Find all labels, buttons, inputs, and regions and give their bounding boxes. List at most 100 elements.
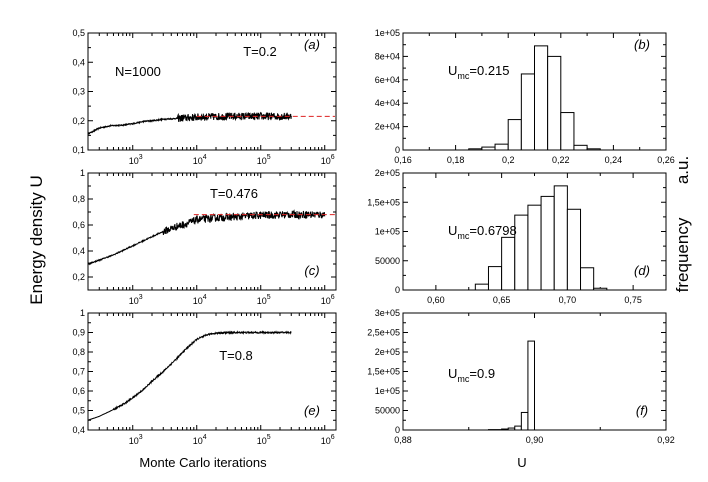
x-tick-label: 0,2 [502, 155, 515, 165]
y-tick-label: 0,5 [72, 28, 85, 38]
x-tick-label: 0,60 [427, 295, 445, 305]
left-ylabel: Energy density U [27, 175, 46, 304]
y-tick-label: 1 [80, 168, 85, 178]
histogram-bar [481, 146, 496, 151]
histogram-bar [468, 148, 483, 151]
histogram-bar [560, 112, 575, 151]
x-tick-label: 103 [129, 434, 143, 446]
x-tick-label: 103 [129, 294, 143, 306]
annotation-text: N=1000 [115, 64, 161, 79]
y-tick-label: 0,1 [72, 145, 85, 155]
x-tick-label: 105 [257, 294, 271, 306]
panel-label: (f) [636, 403, 648, 418]
histogram-bar [487, 266, 503, 291]
y-tick-label: 2e+05 [375, 347, 400, 357]
y-tick-label: 0,8 [72, 347, 85, 357]
y-tick-label: 0,4 [72, 246, 85, 256]
umc-annotation: Umc=0.215 [448, 63, 510, 81]
y-tick-label: 1e+05 [375, 386, 400, 396]
panel-label: (b) [634, 37, 650, 52]
x-tick-label: 105 [257, 434, 271, 446]
x-tick-label: 0,65 [493, 295, 511, 305]
x-tick-label: 0,26 [657, 155, 675, 165]
y-tick-label: 2e+05 [375, 168, 400, 178]
histogram-bar [540, 195, 555, 291]
histogram-bar [507, 119, 522, 151]
umc-annotation: Umc=0.9 [448, 366, 495, 384]
x-tick-label: 104 [193, 434, 207, 446]
annotation-text: T=0.8 [219, 348, 253, 363]
y-tick-label: 0,6 [72, 220, 85, 230]
y-tick-label: 6e+04 [375, 75, 400, 85]
y-tick-label: 0,6 [72, 386, 85, 396]
x-tick-label: 103 [129, 154, 143, 166]
histogram-bar [586, 148, 601, 151]
x-tick-label: 104 [193, 294, 207, 306]
energy-series-line [87, 330, 292, 421]
histogram-bar [527, 340, 535, 431]
right-xlabel: U [517, 455, 526, 470]
histogram-bar [501, 236, 516, 291]
right-ylabel-au: a.u. [673, 156, 692, 184]
histogram-bar [566, 208, 582, 291]
x-tick-label: 0,24 [605, 155, 623, 165]
panel-label: (a) [304, 37, 320, 52]
x-tick-label: 104 [193, 154, 207, 166]
right-ylabel-frequency: frequency [673, 217, 692, 292]
y-tick-label: 0,2 [72, 272, 85, 282]
y-tick-label: 0,4 [72, 425, 85, 435]
x-tick-label: 106 [321, 434, 335, 446]
y-tick-label: 1e+05 [375, 227, 400, 237]
histogram-bar [580, 267, 595, 291]
y-tick-label: 0,8 [72, 194, 85, 204]
histogram-bar [534, 45, 549, 151]
histogram-bar [507, 427, 516, 431]
x-tick-label: 106 [321, 294, 335, 306]
y-tick-label: 0,7 [72, 367, 85, 377]
y-tick-label: 2e+04 [375, 122, 400, 132]
y-tick-label: 50000 [375, 406, 400, 416]
histogram-bar [520, 73, 535, 151]
panel-label: (d) [634, 263, 650, 278]
plot-frame-e [87, 312, 337, 431]
y-tick-label: 0,2 [72, 116, 85, 126]
y-tick-label: 2,5e+05 [367, 328, 400, 338]
x-tick-label: 0,92 [657, 435, 675, 445]
panel-c: 0,2 0,4 0,6 0,8 1 103 104 105 106 T=0.476 (c) [72, 168, 337, 306]
y-tick-label: 0,9 [72, 328, 85, 338]
x-tick-label: 0,16 [394, 155, 412, 165]
y-tick-label: 1,5e+05 [367, 197, 400, 207]
x-tick-label: 0,75 [624, 295, 642, 305]
annotation-text: T=0.476 [210, 186, 258, 201]
histogram-bar [494, 143, 509, 151]
histogram-bar [527, 204, 542, 291]
panel-label: (c) [304, 263, 319, 278]
plot-frame-c [87, 172, 337, 291]
y-tick-label: 4e+04 [375, 98, 400, 108]
y-tick-label: 0 [395, 425, 400, 435]
histogram-bar [474, 283, 489, 291]
y-tick-label: 50000 [375, 256, 400, 266]
x-tick-label: 0,88 [394, 435, 412, 445]
panel-e: 0,4 0,5 0,6 0,7 0,8 0,9 1 103 104 105 106 T=0.8 (e) [72, 308, 337, 446]
panel-b: 0 2e+04 4e+04 6e+04 8e+04 1e+05 0,16 0,18 0,2 0,2… [375, 28, 675, 165]
x-tick-label: 0,18 [447, 155, 465, 165]
x-tick-label: 0,22 [552, 155, 570, 165]
x-tick-label: 106 [321, 154, 335, 166]
y-tick-label: 3e+05 [375, 308, 400, 318]
panel-label: (e) [304, 403, 320, 418]
x-tick-label: 0,90 [526, 435, 544, 445]
y-tick-label: 8e+04 [375, 51, 400, 61]
y-tick-label: 1,5e+05 [367, 367, 400, 377]
histogram-bar [593, 287, 608, 291]
histogram-bar [553, 185, 568, 291]
panel-f: 0 50000 1e+05 1,5e+05 2e+05 2,5e+05 3e+05 0,88 0… [367, 308, 675, 445]
histogram-bar [573, 144, 588, 151]
histogram-bar [501, 428, 509, 431]
histogram-bar [547, 55, 562, 151]
x-tick-label: 105 [257, 154, 271, 166]
y-tick-label: 0,4 [72, 57, 85, 67]
x-tick-label: 0,70 [559, 295, 577, 305]
